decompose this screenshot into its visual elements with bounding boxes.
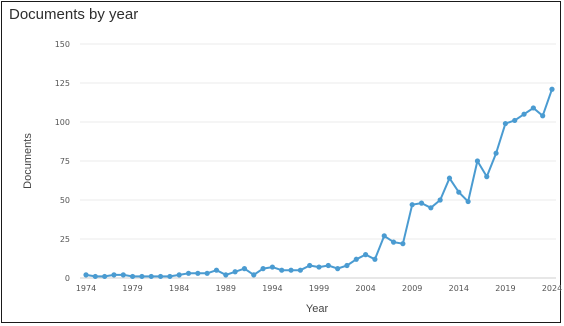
data-point — [512, 117, 518, 124]
data-point — [325, 262, 331, 269]
data-point — [502, 120, 508, 127]
x-tick-label: 1979 — [122, 284, 142, 293]
data-point — [530, 105, 536, 111]
x-tick-label: 1989 — [216, 284, 236, 293]
grid-lines — [80, 43, 556, 279]
data-point — [428, 205, 434, 211]
data-point — [232, 269, 238, 275]
y-tick-label: 100 — [55, 118, 70, 127]
x-tick-label: 2024 — [542, 284, 562, 293]
data-point — [446, 175, 453, 181]
data-point — [344, 262, 350, 269]
data-point — [279, 267, 285, 273]
data-point — [204, 270, 210, 276]
y-tick-label: 25 — [60, 235, 70, 244]
series-line — [85, 88, 553, 278]
chart-title: Documents by year — [9, 6, 139, 23]
y-tick-label: 75 — [60, 157, 70, 166]
data-point — [223, 272, 229, 278]
data-point — [92, 273, 98, 280]
data-point — [185, 270, 192, 276]
data-point — [241, 266, 248, 272]
data-point — [148, 273, 154, 280]
x-tick-label: 2014 — [449, 284, 469, 293]
data-point — [120, 272, 126, 278]
data-point — [521, 111, 527, 117]
data-point — [549, 86, 555, 92]
data-point — [251, 272, 257, 278]
data-point — [400, 241, 406, 247]
data-point — [390, 239, 397, 245]
x-tick-label: 1999 — [309, 284, 329, 293]
data-point — [213, 267, 220, 273]
y-axis-ticks: 0 25 50 75 100 125 150 — [55, 40, 70, 283]
data-point — [83, 272, 89, 278]
x-tick-label: 1974 — [76, 284, 96, 293]
data-point — [167, 273, 173, 280]
data-point — [381, 233, 387, 239]
data-point — [307, 262, 313, 269]
data-point — [540, 113, 546, 119]
x-tick-label: 1994 — [262, 284, 282, 293]
data-point — [297, 267, 303, 273]
data-point — [437, 197, 443, 203]
data-point — [111, 272, 117, 278]
data-point — [139, 273, 145, 280]
data-point — [288, 267, 294, 273]
data-point — [102, 273, 108, 280]
data-point — [493, 150, 499, 156]
data-point — [195, 270, 201, 276]
y-tick-label: 50 — [60, 196, 70, 205]
data-point — [269, 264, 275, 270]
data-point — [176, 272, 182, 278]
x-axis-ticks: 1974 1979 1984 1989 1994 1999 2004 2009 2014 2019… — [76, 284, 562, 293]
x-axis-label: Year — [306, 303, 329, 315]
x-tick-label: 2004 — [355, 284, 375, 293]
y-tick-label: 125 — [55, 79, 70, 88]
data-point — [484, 174, 490, 180]
data-point — [157, 273, 164, 280]
x-tick-label: 2009 — [402, 284, 422, 293]
x-tick-label: 1984 — [169, 284, 189, 293]
data-point — [456, 189, 462, 195]
data-point — [372, 256, 378, 262]
y-tick-label: 0 — [65, 274, 70, 283]
data-point — [409, 202, 415, 208]
data-point — [465, 198, 471, 205]
data-point — [418, 200, 425, 206]
data-point — [353, 256, 359, 262]
y-axis-label: Documents — [22, 133, 34, 189]
data-point — [474, 158, 481, 164]
x-tick-label: 2019 — [495, 284, 515, 293]
y-tick-label: 150 — [55, 40, 70, 49]
data-point — [363, 252, 369, 258]
data-point — [130, 273, 136, 280]
data-points — [83, 86, 555, 280]
data-point — [260, 266, 266, 272]
data-point — [335, 266, 341, 272]
data-point — [316, 264, 322, 270]
